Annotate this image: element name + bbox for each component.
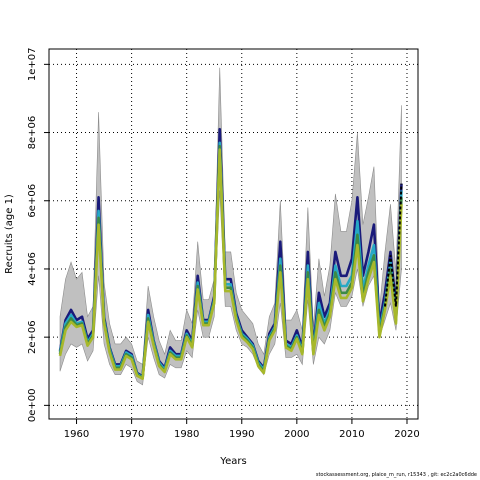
- x-tick-label-6: 2020: [394, 429, 419, 440]
- x-axis-label: Years: [219, 456, 246, 467]
- x-tick-label-2: 1980: [174, 429, 199, 440]
- x-tick-label-3: 1990: [229, 429, 254, 440]
- plot-frame: [48, 48, 419, 420]
- y-axis-ticks: 0e+00 2e+06 4e+06 6e+06 8e+06 1e+07: [27, 48, 49, 423]
- y-tick-label-4: 8e+06: [27, 116, 38, 150]
- x-tick-label-5: 2010: [339, 429, 364, 440]
- y-axis-label: Recruits (age 1): [4, 194, 15, 274]
- x-tick-label-0: 1960: [64, 429, 89, 440]
- y-tick-label-2: 4e+06: [27, 252, 38, 286]
- footer-credit: stockassessment.org, plaice_m_run, r1534…: [315, 472, 477, 478]
- x-tick-label-1: 1970: [119, 429, 144, 440]
- x-tick-label-4: 2000: [284, 429, 309, 440]
- series-line-3: [58, 148, 403, 381]
- series-line-0: [58, 127, 403, 378]
- series-line-2: [58, 144, 403, 380]
- series-line-1: [58, 141, 403, 379]
- uncertainty-band: [59, 67, 402, 386]
- y-tick-label-3: 6e+06: [27, 184, 38, 218]
- x-axis-ticks: 1960 1970 1980 1990 2000 2010 2020: [64, 419, 420, 440]
- dashed-series-line: [383, 183, 403, 307]
- y-tick-label-5: 1e+07: [27, 48, 38, 82]
- y-tick-label-0: 0e+00: [27, 389, 38, 423]
- y-tick-label-1: 2e+06: [27, 320, 38, 354]
- series-layer: [58, 127, 403, 381]
